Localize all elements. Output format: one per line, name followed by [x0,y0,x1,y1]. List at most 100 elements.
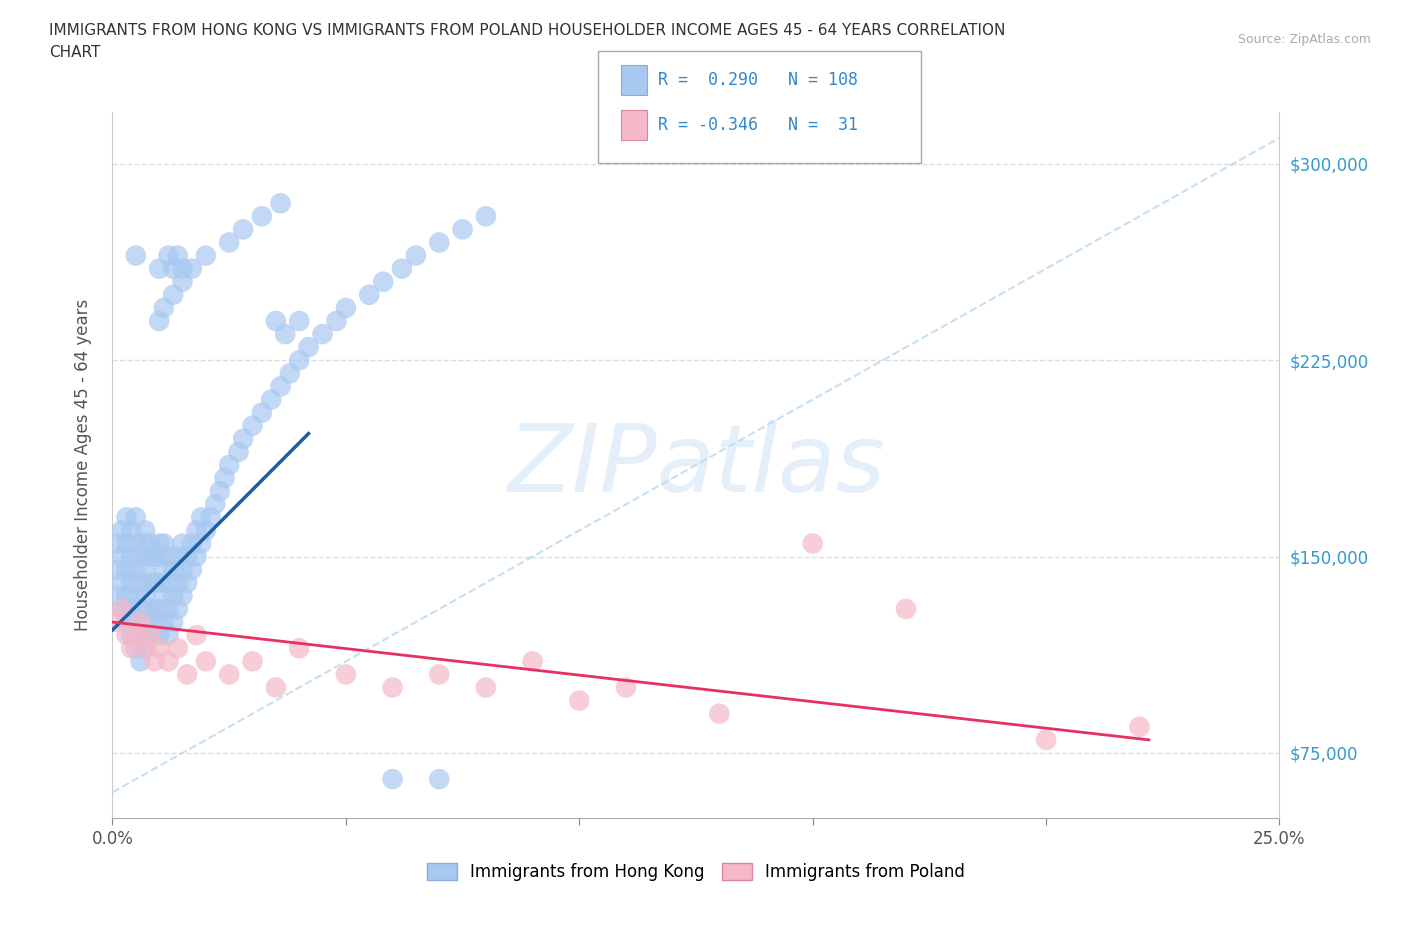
Point [242,654,264,669]
Point [218,667,240,682]
Point [157,550,180,565]
Point [176,576,198,591]
Point [153,563,176,578]
Point [214,471,236,485]
Point [120,641,142,656]
Point [129,654,152,669]
Point [270,196,292,211]
Point [129,615,152,630]
Point [264,680,287,695]
Point [176,667,198,682]
Point [143,576,166,591]
Text: Source: ZipAtlas.com: Source: ZipAtlas.com [1237,33,1371,46]
Point [125,563,148,578]
Y-axis label: Householder Income Ages 45 - 64 years: Householder Income Ages 45 - 64 years [73,299,91,631]
Point [105,563,128,578]
Point [391,261,413,276]
Point [166,550,188,565]
Point [148,576,170,591]
Point [105,536,128,551]
Point [111,550,134,565]
Point [115,615,138,630]
Point [153,589,176,604]
Point [162,615,184,630]
Point [288,641,311,656]
Point [120,628,142,643]
Point [134,641,156,656]
Point [172,261,194,276]
Point [311,326,333,341]
Point [232,222,254,237]
Point [157,576,180,591]
Point [288,313,311,328]
Point [166,248,188,263]
Point [148,641,170,656]
Point [115,628,138,643]
Point [139,628,162,643]
Point [125,615,148,630]
Point [325,313,347,328]
Point [568,693,591,708]
Point [194,654,217,669]
Point [115,589,138,604]
Point [172,274,194,289]
Point [894,602,917,617]
Point [190,510,212,525]
Point [172,589,194,604]
Point [125,641,148,656]
Point [105,589,128,604]
Point [405,248,427,263]
Point [120,576,142,591]
Point [359,287,381,302]
Point [1035,733,1057,748]
Point [186,550,208,565]
Point [111,602,134,617]
Point [148,261,170,276]
Point [228,445,250,459]
Point [111,602,134,617]
Point [129,576,152,591]
Point [134,563,156,578]
Point [186,628,208,643]
Point [218,458,240,472]
Point [278,365,301,380]
Point [157,628,180,643]
Point [153,536,176,551]
Point [180,261,202,276]
Point [129,550,152,565]
Point [427,235,450,250]
Point [427,667,450,682]
Point [125,536,148,551]
Point [208,484,231,498]
Point [274,326,297,341]
Point [134,641,156,656]
Point [335,300,357,315]
Point [143,615,166,630]
Point [270,379,292,394]
Point [134,536,156,551]
Point [176,550,198,565]
Point [148,550,170,565]
Point [172,536,194,551]
Point [157,654,180,669]
Point [148,602,170,617]
Point [125,510,148,525]
Point [157,602,180,617]
Point [381,680,404,695]
Point [475,680,498,695]
Point [115,563,138,578]
Point [139,602,162,617]
Point [153,300,176,315]
Point [190,536,212,551]
Point [162,589,184,604]
Point [125,628,148,643]
Text: R =  0.290   N = 108: R = 0.290 N = 108 [658,71,858,88]
Point [120,602,142,617]
Point [194,248,217,263]
Point [120,523,142,538]
Point [204,497,226,512]
Point [242,418,264,433]
Point [115,536,138,551]
Point [148,313,170,328]
Point [709,706,731,721]
